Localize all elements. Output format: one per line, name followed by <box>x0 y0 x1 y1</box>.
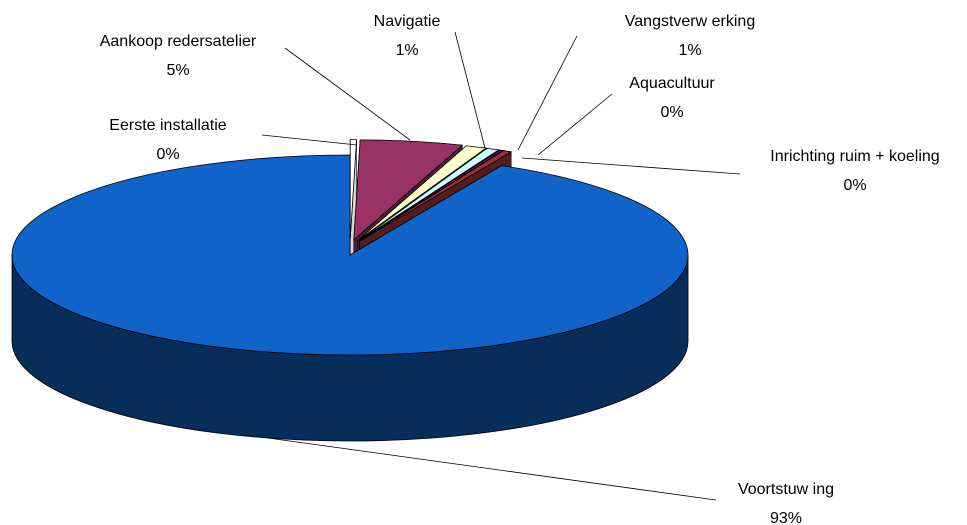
slice-value-label: 0% <box>156 146 179 163</box>
slice <box>359 150 513 242</box>
slice-label: Navigatie <box>374 13 441 30</box>
leader-line <box>284 47 411 141</box>
slice-value-label: 0% <box>843 177 866 194</box>
slice-value-label: 1% <box>678 42 701 59</box>
slice <box>357 145 488 241</box>
leader-line <box>537 93 613 156</box>
slice-value-label: 1% <box>395 42 418 59</box>
slice <box>11 154 689 356</box>
slice-label: Vangstverw erking <box>625 13 755 30</box>
slice-value-label: 5% <box>166 62 189 79</box>
slice <box>353 139 464 241</box>
leader-line <box>521 157 741 175</box>
labels: Eerste installatie 0% Aankoop redersatelie… <box>100 13 940 525</box>
pie <box>11 139 689 442</box>
leader-line <box>261 134 358 146</box>
slice <box>349 139 358 240</box>
slice <box>358 147 500 242</box>
slice-label: Aankoop redersatelier <box>100 33 257 50</box>
slice-label: Voortstuw ing <box>738 481 834 498</box>
leader-line <box>454 31 486 149</box>
leader-line <box>267 437 717 501</box>
slice-label: Eerste installatie <box>109 117 226 134</box>
leader-line <box>517 35 578 151</box>
slice-value-label: 0% <box>660 104 683 121</box>
slice-value-label: 93% <box>770 510 802 525</box>
slice-label: Inrichting ruim + koeling <box>770 148 939 165</box>
slice-label: Aquacultuur <box>629 75 715 92</box>
